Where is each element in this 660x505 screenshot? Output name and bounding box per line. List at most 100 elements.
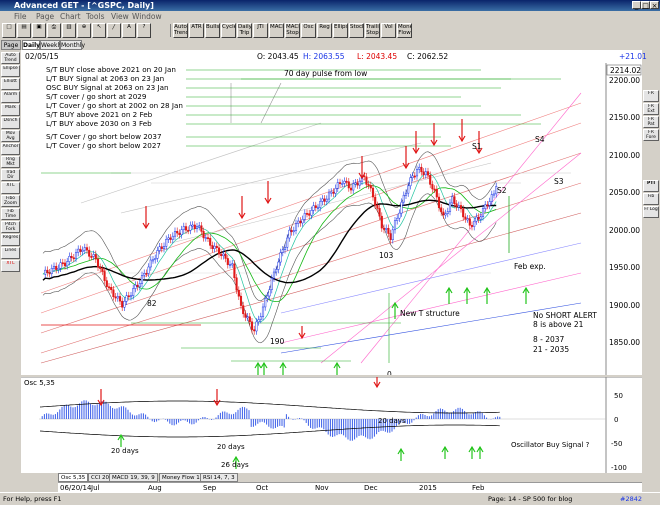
- menu-window[interactable]: Window: [132, 12, 162, 21]
- open-icon[interactable]: ▤: [17, 23, 31, 38]
- tool-macd[interactable]: MACD: [269, 23, 284, 38]
- tab-weekly[interactable]: Weekly: [40, 40, 63, 50]
- tab-macd[interactable]: MACD 19, 39, 9: [109, 473, 158, 482]
- right-tool-fib[interactable]: Fib: [643, 193, 659, 205]
- menu-view[interactable]: View: [111, 12, 129, 21]
- candle-body: [321, 198, 324, 202]
- menu-page[interactable]: Page: [36, 12, 55, 21]
- osc-green-arrow: [397, 447, 405, 455]
- low-value: L: 2043.45: [357, 52, 398, 61]
- red-down-arrow: [458, 135, 466, 143]
- menu-chart[interactable]: Chart: [60, 12, 81, 21]
- left-tool-auto-trend[interactable]: Auto Trend: [1, 52, 20, 64]
- tool-cycles[interactable]: Cycles: [221, 23, 236, 38]
- line-icon[interactable]: ╱: [107, 23, 121, 38]
- tool-vol[interactable]: Vol: [381, 23, 396, 38]
- green-up-arrow: [254, 361, 262, 369]
- candle-body: [437, 196, 441, 208]
- minimize-button[interactable]: _: [632, 1, 641, 10]
- left-tool-xtl-2[interactable]: XTL: [1, 260, 20, 272]
- candle-body: [367, 184, 370, 186]
- candle-body: [411, 175, 414, 179]
- right-tool-fr-log[interactable]: Fr Log: [643, 206, 659, 218]
- guide-line: [280, 302, 582, 354]
- left-tool-mov-avg[interactable]: Mov Avg: [1, 130, 20, 142]
- menu-file[interactable]: File: [14, 12, 27, 21]
- right-tool-fr-pat[interactable]: FR Pat: [643, 116, 659, 128]
- print-icon[interactable]: ⎙: [47, 23, 61, 38]
- tool-money-flow[interactable]: Money Flow: [397, 23, 412, 38]
- green-up-arrow: [333, 361, 341, 369]
- tab-rsi[interactable]: RSI 14, 7, 3: [200, 473, 238, 482]
- tool-daily-trip[interactable]: Daily Trip: [237, 23, 252, 38]
- close-button[interactable]: ×: [650, 1, 659, 10]
- price-chart[interactable]: 2200.00 2150.00 2100.00 2050.00 2000.00 …: [21, 63, 642, 375]
- tool-reg[interactable]: Reg: [317, 23, 332, 38]
- tool-bullseye[interactable]: Bullseye: [205, 23, 220, 38]
- left-tool-mark[interactable]: Mark: [1, 104, 20, 116]
- left-tool-xtl[interactable]: XTL: [1, 182, 20, 194]
- candle-body: [415, 169, 419, 177]
- new-icon[interactable]: □: [2, 23, 16, 38]
- zoom-icon[interactable]: ⊕: [77, 23, 91, 38]
- tab-osc[interactable]: Osc 5,35: [58, 473, 89, 482]
- candle-body: [385, 227, 388, 230]
- left-tool-lines[interactable]: Lines: [1, 247, 20, 259]
- candle-body: [165, 239, 168, 247]
- right-tool-fr-ext[interactable]: FR Ext: [643, 103, 659, 115]
- left-tool-trad-dir[interactable]: Trad Dir: [1, 169, 20, 181]
- candle-body: [44, 269, 47, 275]
- tool-trailing-stop[interactable]: Trailing Stop: [365, 23, 380, 38]
- left-tool-pitch-fork[interactable]: Pitch Fork: [1, 221, 20, 233]
- oscillator-histogram: [39, 400, 501, 441]
- note-line: L/T BUY Signal at 2063 on 23 Jan: [46, 74, 164, 83]
- candle-body: [138, 283, 141, 288]
- tool-stock[interactable]: Stock: [349, 23, 364, 38]
- candle-body: [308, 213, 311, 216]
- candle-body: [81, 249, 84, 252]
- left-toolbar: Auto Trend Ellipse Elliott Alarm Mark Ds…: [0, 50, 21, 480]
- text-icon[interactable]: A: [122, 23, 136, 38]
- help-icon[interactable]: ?: [137, 23, 151, 38]
- tool-atr[interactable]: ATR: [189, 23, 204, 38]
- tab-daily[interactable]: Daily: [22, 40, 41, 50]
- osc-green-arrow: [468, 445, 476, 453]
- candle-body: [217, 247, 221, 255]
- tool-osc[interactable]: Osc: [301, 23, 316, 38]
- tool-ellipse[interactable]: Ellipse: [333, 23, 348, 38]
- page-tab[interactable]: Page 1: [1, 40, 21, 59]
- candle-body: [459, 205, 463, 210]
- tool-jti[interactable]: JTI: [253, 23, 268, 38]
- osc-label-26-days: 26 days: [221, 461, 249, 469]
- left-tool-anchor[interactable]: Anchor: [1, 143, 20, 155]
- right-tool-pti[interactable]: PTI: [643, 180, 659, 192]
- oscillator-pane[interactable]: Osc 5,35 50 0 -50 -100 20 days 20 days 2…: [21, 377, 642, 473]
- title-bar: Advanced GET - [^GSPC, Daily] _ □ ×: [0, 0, 660, 11]
- candle-body: [396, 217, 399, 221]
- menu-tools[interactable]: Tools: [86, 12, 105, 21]
- save-icon[interactable]: ▣: [32, 23, 46, 38]
- candle-body: [61, 262, 64, 265]
- green-up-arrow: [260, 361, 268, 369]
- tool-auto-trend[interactable]: Auto Trend: [173, 23, 188, 38]
- right-tool-fr[interactable]: FR: [643, 90, 659, 102]
- left-tool-dsnch[interactable]: Dsnch: [1, 117, 20, 129]
- candle-body: [349, 187, 353, 191]
- tab-monthly[interactable]: Monthly: [60, 40, 86, 50]
- candle-body: [90, 256, 93, 258]
- left-tool-fib-time[interactable]: Fib Time: [1, 208, 20, 220]
- left-tool-ellipse[interactable]: Ellipse: [1, 65, 20, 77]
- left-tool-elliott[interactable]: Elliott: [1, 78, 20, 90]
- left-tool-regres[interactable]: Regres: [1, 234, 20, 246]
- maximize-button[interactable]: □: [641, 1, 650, 10]
- cursor-icon[interactable]: ↖: [92, 23, 106, 38]
- right-tool-fr-fore[interactable]: FR Fore: [643, 129, 659, 141]
- guide-line: [40, 102, 582, 294]
- pulse-label: 70 day pulse from low: [284, 69, 367, 78]
- chart-icon[interactable]: ▥: [62, 23, 76, 38]
- left-tool-rng-mkt[interactable]: Rng Mkt: [1, 156, 20, 168]
- left-tool-alarm[interactable]: Alarm: [1, 91, 20, 103]
- left-tool-fibo-zoom[interactable]: Fibo Zoom: [1, 195, 20, 207]
- candle-body: [286, 237, 289, 248]
- tool-macd-stop[interactable]: MACD Stop: [285, 23, 300, 38]
